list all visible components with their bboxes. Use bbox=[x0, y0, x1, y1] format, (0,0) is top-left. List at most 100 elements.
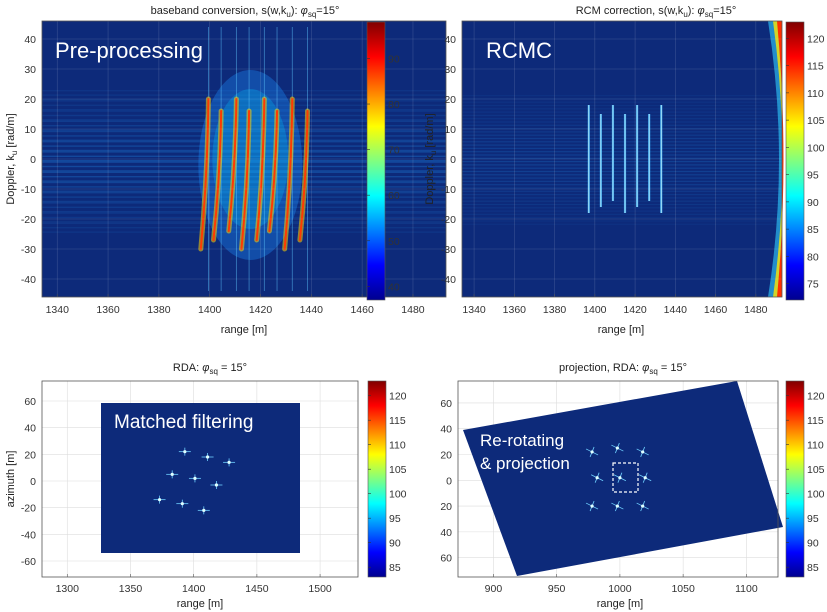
scatterer-trace bbox=[212, 110, 223, 241]
y-axis-label: Doppler, ku [rad/m] bbox=[424, 113, 438, 204]
overlay-label: RCMC bbox=[486, 38, 552, 63]
x-tick-label: 1300 bbox=[56, 583, 80, 595]
colorbar-tick-labels: 120 115 110 105 100 95 90 85 bbox=[368, 391, 407, 574]
x-tick-label: 1420 bbox=[623, 304, 647, 316]
streak bbox=[42, 90, 446, 92]
point-target bbox=[170, 472, 174, 476]
panel-rcm-correction: RCM correction, s(w,ku): φsq=15° 1340 136… bbox=[424, 5, 825, 336]
streak bbox=[42, 94, 446, 96]
streak bbox=[42, 149, 446, 152]
streak bbox=[462, 207, 782, 209]
x-tick-label: 1350 bbox=[119, 583, 143, 595]
streak bbox=[42, 145, 446, 147]
x-tick-label: 1380 bbox=[543, 304, 567, 316]
streak bbox=[42, 161, 446, 163]
horizontal-streak-bands bbox=[462, 95, 782, 225]
streak bbox=[462, 121, 782, 123]
streak bbox=[42, 129, 446, 131]
point-target bbox=[180, 502, 184, 506]
y-tick-label: 0 bbox=[446, 475, 452, 487]
y-tick-label: 0 bbox=[30, 154, 36, 166]
colorbar-tick-label: 105 bbox=[807, 115, 825, 127]
panel-rda: RDA: φsq = 15° 1300 1350 1400 1450 1500 60 40… bbox=[5, 362, 407, 610]
colorbar-tick-label: 115 bbox=[807, 61, 824, 73]
y-tick-label: 40 bbox=[24, 423, 36, 435]
overlay-label-line2: & projection bbox=[480, 454, 570, 473]
colorbar-tick-label: 80 bbox=[807, 251, 819, 263]
streak bbox=[42, 176, 446, 178]
y-tick-label: 40 bbox=[440, 527, 452, 539]
axes-box bbox=[461, 20, 783, 298]
x-axis-label: range [m] bbox=[597, 598, 643, 610]
streak bbox=[462, 101, 782, 103]
colorbar-tick-label: 95 bbox=[807, 170, 819, 182]
chart-title: RDA: φsq = 15° bbox=[173, 362, 247, 376]
y-tick-label: -10 bbox=[21, 184, 36, 196]
x-tick-labels: 1340 1360 1380 1400 1420 1440 1460 1480 bbox=[462, 304, 767, 316]
streak bbox=[42, 110, 446, 112]
streak bbox=[462, 114, 782, 116]
streak bbox=[462, 157, 782, 159]
streak bbox=[42, 98, 446, 101]
streak bbox=[42, 104, 446, 106]
y-tick-label: 0 bbox=[450, 154, 456, 166]
y-tick-label: 20 bbox=[444, 94, 456, 106]
colorbar-tick-label: 85 bbox=[389, 562, 401, 574]
colorbar-tick-label: 100 bbox=[807, 142, 825, 154]
scatterer-trace bbox=[255, 98, 266, 241]
streak bbox=[42, 139, 446, 141]
x-tick-label: 1440 bbox=[664, 304, 688, 316]
x-tick-label: 1050 bbox=[671, 583, 695, 595]
x-tick-label: 1460 bbox=[350, 304, 374, 316]
colorbar-tick-label: 95 bbox=[389, 513, 401, 525]
point-target bbox=[157, 498, 162, 502]
colorbar-tick-label: 115 bbox=[807, 415, 824, 427]
x-tick-label: 1360 bbox=[96, 304, 120, 316]
streak bbox=[462, 147, 782, 149]
axes-box bbox=[457, 380, 779, 578]
highlight-box bbox=[612, 462, 639, 493]
streak bbox=[462, 170, 782, 173]
y-tick-label: 40 bbox=[444, 34, 456, 46]
x-axis-label: range [m] bbox=[177, 598, 223, 610]
streak bbox=[42, 181, 446, 184]
chart-title: baseband conversion, s(w,ku): φsq=15° bbox=[151, 5, 340, 19]
colorbar-tick-labels: 120 115 110 105 100 95 90 85 80 75 bbox=[786, 33, 825, 291]
colorbar-tick-label: 120 bbox=[807, 391, 825, 403]
streak bbox=[462, 134, 782, 136]
streak bbox=[42, 109, 446, 111]
x-tick-label: 1500 bbox=[308, 583, 332, 595]
streak bbox=[462, 177, 782, 179]
edge-band bbox=[773, 21, 783, 297]
point-target bbox=[590, 504, 594, 508]
colorbar-tick-label: 105 bbox=[389, 464, 407, 476]
streak bbox=[462, 187, 782, 189]
streak bbox=[462, 210, 782, 212]
point-target bbox=[615, 446, 619, 450]
y-tick-label: 10 bbox=[24, 124, 36, 136]
y-tick-label: -20 bbox=[21, 214, 36, 226]
colorbar bbox=[785, 380, 805, 578]
streak bbox=[462, 200, 782, 202]
scatterer-trace bbox=[240, 110, 251, 250]
streak bbox=[42, 120, 446, 122]
scatterer-trace bbox=[283, 98, 294, 250]
chart-title: RCM correction, s(w,ku): φsq=15° bbox=[576, 5, 737, 19]
y-tick-label: -40 bbox=[21, 529, 36, 541]
x-tick-labels: 1340 1360 1380 1400 1420 1440 1460 1480 bbox=[46, 304, 425, 316]
colorbar-tick-label: 90 bbox=[389, 538, 401, 550]
streak bbox=[462, 141, 782, 143]
y-tick-label: 20 bbox=[24, 94, 36, 106]
streak bbox=[462, 217, 782, 219]
chart-title: projection, RDA: φsq = 15° bbox=[559, 362, 687, 376]
y-tick-label: 30 bbox=[444, 64, 456, 76]
scatterer-trace bbox=[268, 110, 279, 232]
y-tick-label: -20 bbox=[441, 214, 456, 226]
colorbar bbox=[366, 21, 386, 301]
y-tick-label: -10 bbox=[441, 184, 456, 196]
scatterer-trace bbox=[227, 98, 238, 232]
overlay-label: Pre-processing bbox=[55, 38, 203, 63]
y-tick-label: 20 bbox=[24, 449, 36, 461]
streak bbox=[462, 220, 782, 222]
